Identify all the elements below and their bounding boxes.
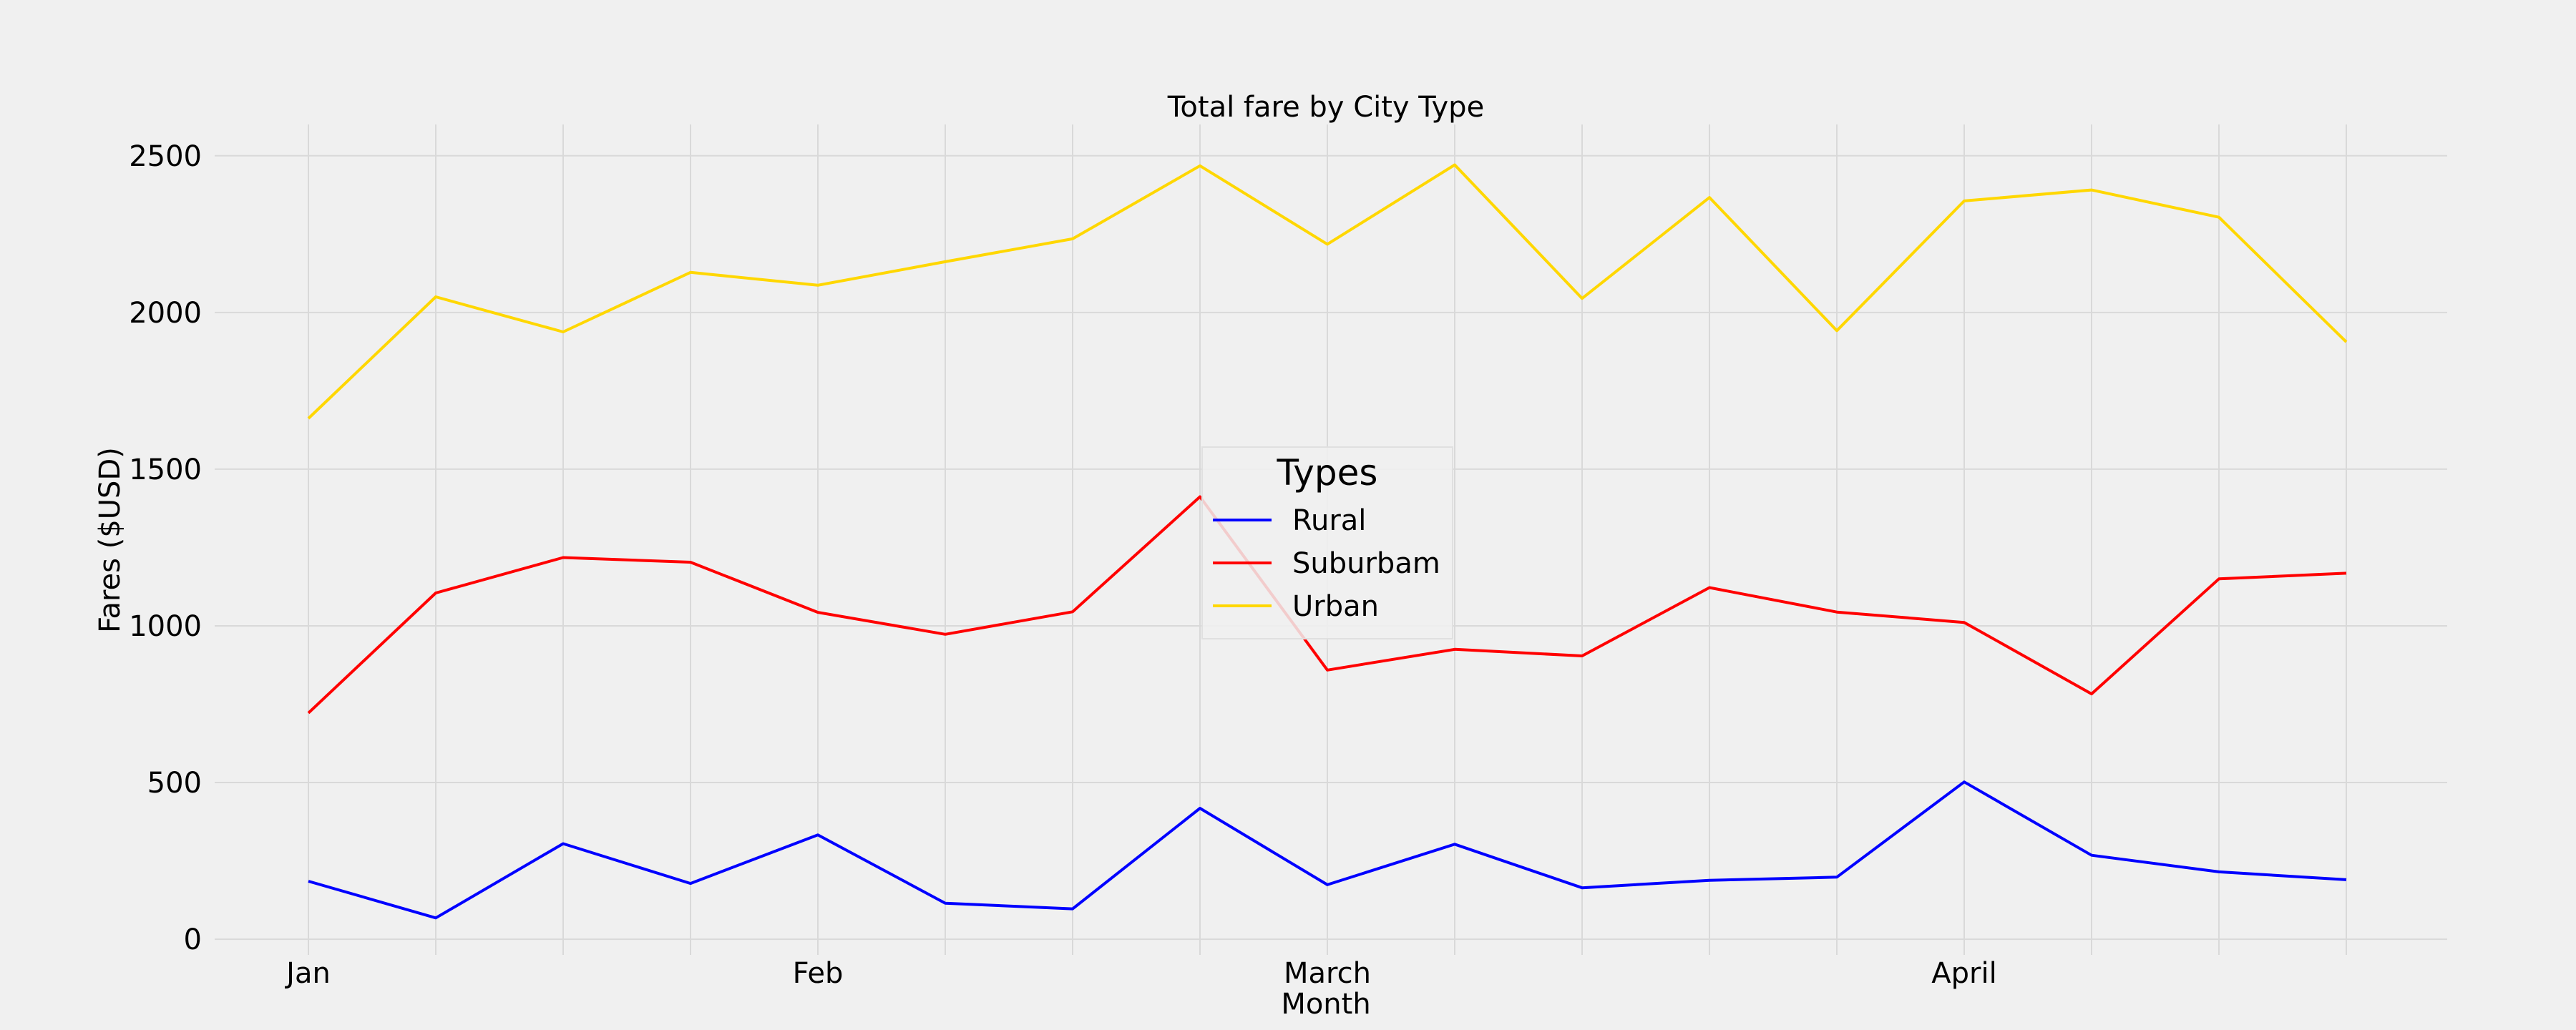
x-tick-label: Feb bbox=[793, 957, 844, 990]
legend-title: Types bbox=[1277, 452, 1378, 494]
series-line-rural bbox=[308, 780, 2347, 920]
x-tick-label: April bbox=[1931, 957, 1996, 990]
legend: Types Rural Suburbam Urban bbox=[1201, 446, 1453, 639]
y-tick-label: 1500 bbox=[129, 453, 202, 486]
y-tick-label: 2500 bbox=[129, 140, 202, 173]
y-axis-label: Fares ($USD) bbox=[94, 447, 127, 633]
legend-label: Rural bbox=[1292, 504, 1366, 537]
legend-label: Suburbam bbox=[1292, 547, 1440, 580]
x-axis-ticks: Jan Feb March April bbox=[284, 957, 1997, 990]
series-line-suburbam bbox=[307, 495, 2347, 715]
y-tick-label: 0 bbox=[184, 923, 202, 956]
y-tick-label: 500 bbox=[147, 767, 202, 800]
series-line-urban bbox=[307, 163, 2348, 420]
chart-title: Total fare by City Type bbox=[1167, 91, 1484, 124]
x-axis-label: Month bbox=[1281, 988, 1370, 1021]
series-lines bbox=[307, 163, 2348, 920]
x-tick-label: March bbox=[1284, 957, 1371, 990]
y-tick-label: 2000 bbox=[129, 297, 202, 330]
x-tick-label: Jan bbox=[284, 957, 331, 990]
y-tick-label: 1000 bbox=[129, 610, 202, 643]
legend-label: Urban bbox=[1292, 590, 1379, 623]
y-axis-ticks: 0 500 1000 1500 2000 2500 bbox=[129, 140, 202, 956]
